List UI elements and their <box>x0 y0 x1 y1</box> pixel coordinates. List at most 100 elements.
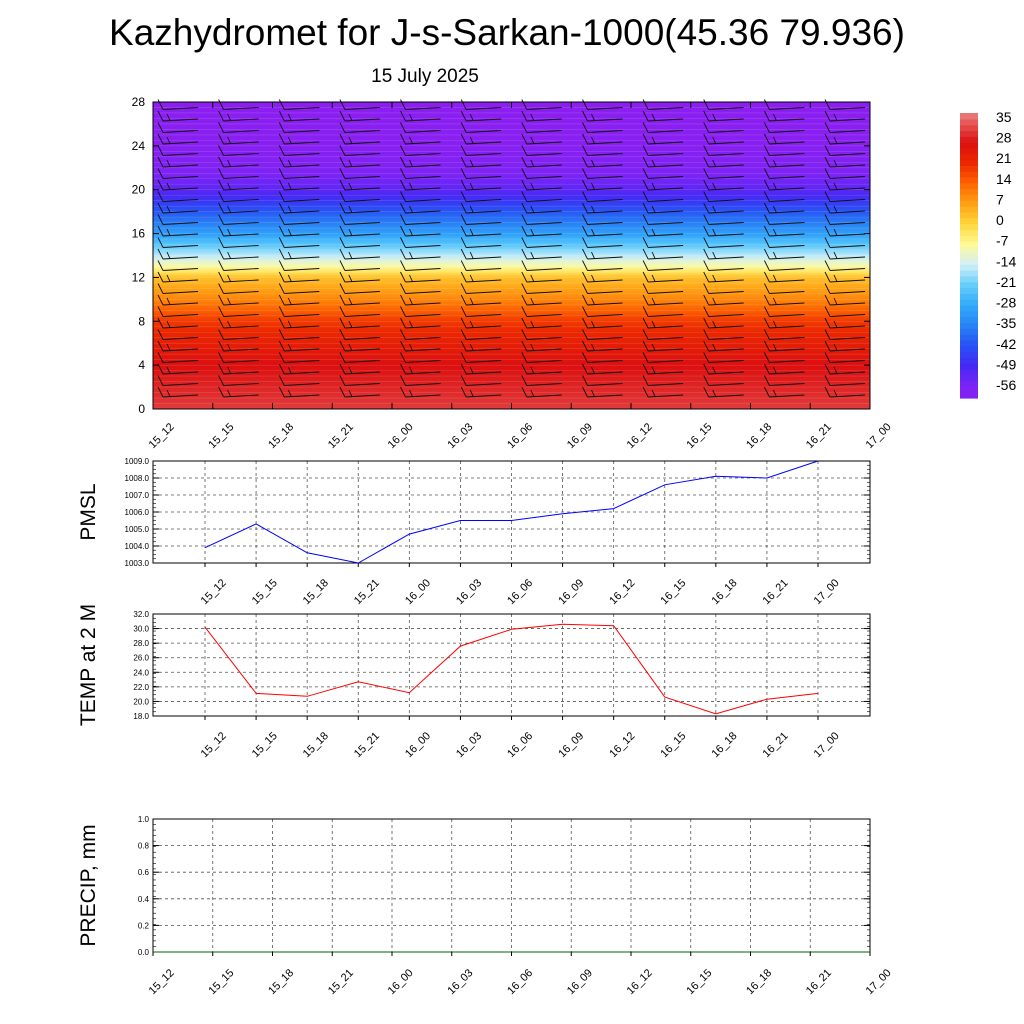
barb-shaft <box>344 360 380 363</box>
colorbar-swatch <box>960 113 978 120</box>
wind-barb <box>278 375 320 386</box>
barb-feather <box>824 260 831 271</box>
barb-shaft <box>587 371 623 375</box>
wind-barb <box>703 329 744 340</box>
barb-feather <box>582 283 588 294</box>
colorbar-label: 0 <box>996 212 1004 228</box>
x-tick-label: 16_03 <box>454 577 484 607</box>
barb-shaft <box>344 118 380 122</box>
barb-shaft <box>829 371 866 375</box>
barb-shaft <box>162 268 199 271</box>
barb-feather <box>824 352 831 363</box>
wind-barb <box>278 122 320 133</box>
barb-feather <box>772 366 777 374</box>
wind-barb <box>400 260 441 271</box>
wind-barb <box>157 375 199 386</box>
barb-shaft <box>708 383 744 386</box>
barb-shaft <box>223 348 259 352</box>
barb-feather <box>772 205 777 213</box>
wind-barb <box>218 133 259 145</box>
barb-shaft <box>587 164 623 168</box>
barb-feather <box>218 99 225 110</box>
barb-feather <box>833 228 838 236</box>
barb-feather <box>772 297 777 305</box>
barb-shaft <box>708 153 744 156</box>
barb-shaft <box>223 245 259 248</box>
barb-feather <box>712 159 717 167</box>
barb-feather <box>642 386 649 398</box>
barb-feather <box>218 340 225 352</box>
barb-shaft <box>587 245 623 248</box>
wind-barb <box>763 306 805 317</box>
x-tick-label: 16_00 <box>403 730 433 760</box>
barb-shaft <box>769 291 805 294</box>
barb-shaft <box>223 118 259 122</box>
barb-feather <box>157 237 164 248</box>
x-tick-label: 16_06 <box>505 421 535 451</box>
wind-barb <box>400 294 441 306</box>
wind-barb <box>157 386 199 398</box>
x-tick-label: 16_12 <box>607 730 637 760</box>
barb-feather <box>409 182 413 190</box>
barb-shaft <box>708 314 744 317</box>
wind-barb <box>763 122 805 133</box>
wind-barb <box>703 179 744 191</box>
barb-shaft <box>405 383 441 386</box>
barb-shaft <box>829 176 866 179</box>
barb-feather <box>703 386 710 398</box>
barb-shaft <box>769 164 805 168</box>
colorbar-swatch <box>960 153 978 161</box>
barb-feather <box>824 317 831 329</box>
barb-feather <box>582 352 588 363</box>
barb-feather <box>591 297 595 305</box>
barb-feather <box>521 202 528 214</box>
colorbar-swatch <box>960 281 978 289</box>
barb-feather <box>772 113 777 121</box>
x-tick-label: 16_18 <box>744 421 774 451</box>
barb-feather <box>166 274 171 282</box>
wind-barb <box>582 122 623 133</box>
barb-feather <box>712 182 717 190</box>
y-tick-label: 1004.0 <box>125 542 150 551</box>
wind-barb <box>339 317 380 329</box>
wind-barb <box>703 145 744 156</box>
barb-shaft <box>708 233 744 237</box>
y-tick-label: 18.0 <box>133 712 149 721</box>
barb-feather <box>712 274 717 282</box>
wind-barb <box>763 271 805 283</box>
barb-feather <box>339 110 346 122</box>
barb-feather <box>763 191 770 202</box>
barb-shaft <box>708 118 744 122</box>
barb-shaft <box>466 245 502 248</box>
x-tick-label: 16_21 <box>804 421 834 451</box>
wind-barb <box>703 191 744 202</box>
wind-barb <box>400 168 441 179</box>
barb-feather <box>703 352 710 363</box>
wind-barb <box>460 110 502 122</box>
barb-feather <box>460 214 467 225</box>
barb-shaft <box>162 245 199 248</box>
wind-barb <box>460 317 502 329</box>
barb-feather <box>287 113 292 121</box>
barb-shaft <box>829 325 866 329</box>
barb-feather <box>278 375 285 386</box>
wind-barb <box>157 214 199 225</box>
barb-shaft <box>344 268 380 271</box>
wind-barb <box>521 122 562 133</box>
barb-feather <box>227 366 232 374</box>
wind-barb <box>824 340 866 352</box>
barb-feather <box>763 248 770 260</box>
barb-feather <box>712 320 717 328</box>
barb-shaft <box>344 383 380 386</box>
barb-shaft <box>344 314 380 317</box>
barb-shaft <box>829 153 866 156</box>
wind-barb <box>763 237 805 248</box>
barb-shaft <box>284 187 320 191</box>
barb-shaft <box>405 233 441 237</box>
barb-feather <box>460 271 467 283</box>
barb-feather <box>218 145 225 156</box>
barb-shaft <box>284 153 320 156</box>
barb-feather <box>227 113 232 121</box>
barb-shaft <box>526 360 562 363</box>
barb-shaft <box>829 348 866 352</box>
